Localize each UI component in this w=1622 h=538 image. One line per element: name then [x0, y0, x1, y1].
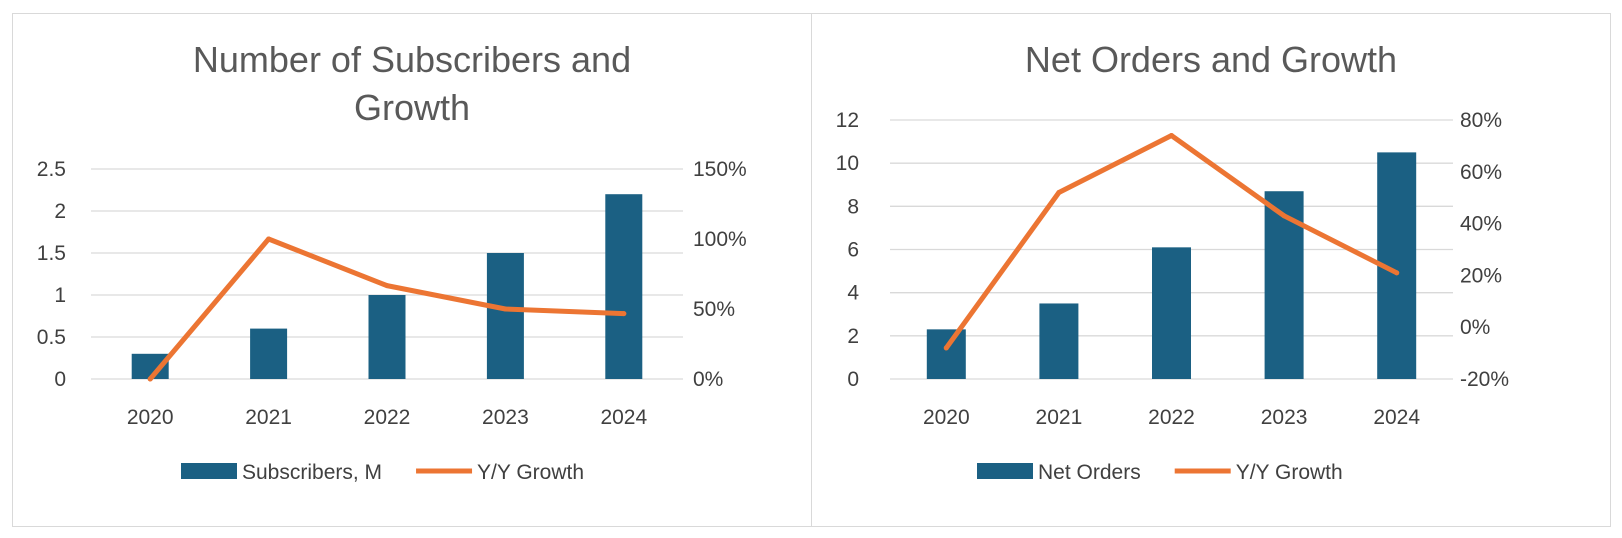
- growth-point-2020: [943, 345, 949, 351]
- bar-2023: [486, 253, 524, 379]
- category-tick-label: 2020: [127, 406, 174, 429]
- category-tick-label: 2021: [245, 406, 292, 429]
- left-axis-tick-label: 6: [847, 239, 859, 262]
- chart-title-line: Net Orders and Growth: [1025, 39, 1397, 80]
- legend-line-label: Y/Y Growth: [477, 461, 584, 484]
- left-axis-tick-label: 4: [847, 282, 859, 305]
- subscribers-chart: Number of Subscribers and Growth 0 0.5 1 1.5 2…: [37, 39, 747, 484]
- left-axis-tick-label: 8: [847, 195, 859, 218]
- growth-point-2022: [384, 283, 390, 289]
- category-tick-label: 2022: [1148, 406, 1195, 429]
- legend-bar-label: Net Orders: [1038, 461, 1141, 484]
- left-axis-tick-label: 10: [836, 152, 859, 175]
- net-orders-chart: Net Orders and Growth 0 2 4 6 8 10 12 -20% 0% 20% 4…: [836, 39, 1509, 484]
- right-axis-tick-label: 40%: [1460, 213, 1502, 236]
- category-tick-label: 2023: [482, 406, 529, 429]
- left-axis-tick-label: 2.5: [37, 158, 66, 181]
- legend-bar-label: Subscribers, M: [242, 461, 382, 484]
- growth-point-2024: [1394, 270, 1400, 276]
- left-axis-tick-label: 0.5: [37, 326, 66, 349]
- right-axis-tick-label: 80%: [1460, 109, 1502, 132]
- growth-point-2024: [621, 311, 627, 317]
- bar-2024: [605, 194, 643, 379]
- growth-point-2021: [1056, 190, 1062, 196]
- right-axis-tick-label: -20%: [1460, 368, 1509, 391]
- left-axis-tick-label: 12: [836, 109, 859, 132]
- category-tick-label: 2024: [600, 406, 647, 429]
- left-axis-tick-label: 1: [54, 284, 66, 307]
- left-axis-tick-label: 2: [54, 200, 66, 223]
- chart-title-line: Number of Subscribers and: [193, 39, 631, 80]
- bar-2021: [250, 328, 288, 379]
- bar-2023: [1264, 191, 1304, 379]
- category-tick-label: 2022: [364, 406, 411, 429]
- category-tick-label: 2024: [1373, 406, 1420, 429]
- category-tick-label: 2023: [1261, 406, 1308, 429]
- growth-point-2023: [502, 306, 508, 312]
- legend-bar-swatch: [181, 463, 237, 479]
- left-axis-tick-label: 0: [847, 368, 859, 391]
- right-axis-tick-label: 0%: [1460, 316, 1490, 339]
- left-axis-tick-label: 2: [847, 325, 859, 348]
- right-axis-tick-label: 50%: [693, 298, 735, 321]
- chart-title-line: Growth: [354, 87, 470, 128]
- growth-point-2023: [1281, 213, 1287, 219]
- right-axis-tick-label: 20%: [1460, 264, 1502, 287]
- legend-bar-swatch: [977, 463, 1033, 479]
- growth-point-2020: [147, 376, 153, 382]
- growth-point-2022: [1169, 133, 1174, 139]
- bar-2021: [1039, 303, 1079, 379]
- net-orders-chart-panel: Net Orders and Growth 0 2 4 6 8 10 12 -20% 0% 20% 4…: [811, 13, 1611, 527]
- right-axis-tick-label: 150%: [693, 158, 747, 181]
- bar-2020: [926, 329, 966, 379]
- bar-2022: [1152, 247, 1191, 379]
- right-axis-tick-label: 60%: [1460, 161, 1502, 184]
- left-axis-tick-label: 1.5: [37, 242, 66, 265]
- category-tick-label: 2021: [1036, 406, 1083, 429]
- right-axis-tick-label: 100%: [693, 228, 747, 251]
- right-axis-tick-label: 0%: [693, 368, 723, 391]
- subscribers-chart-panel: Number of Subscribers and Growth 0 0.5 1 1.5 2…: [12, 13, 812, 527]
- left-axis-tick-label: 0: [54, 368, 66, 391]
- growth-point-2021: [266, 236, 272, 242]
- legend-line-label: Y/Y Growth: [1236, 461, 1343, 484]
- category-tick-label: 2020: [923, 406, 970, 429]
- bar-2022: [368, 295, 406, 379]
